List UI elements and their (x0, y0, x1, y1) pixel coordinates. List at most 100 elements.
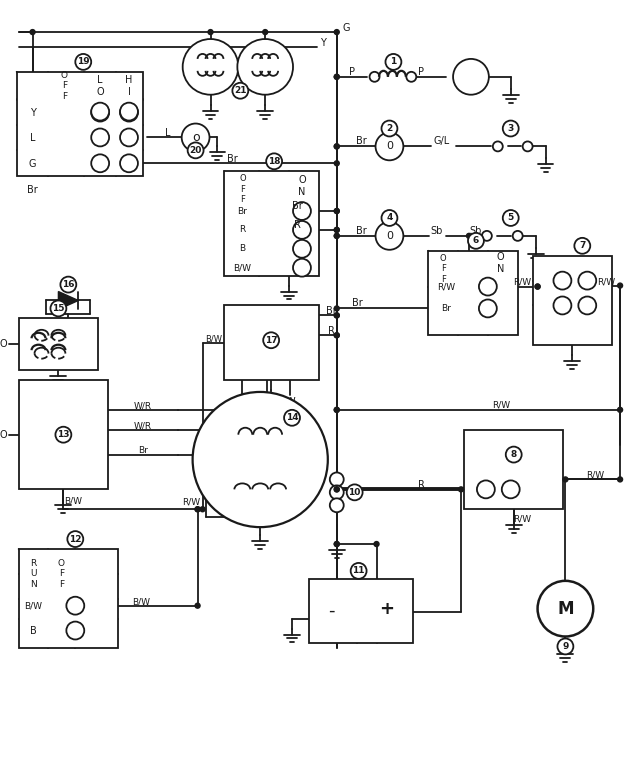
Text: Br: Br (138, 446, 148, 455)
Text: R: R (239, 226, 245, 234)
Text: B/W: B/W (205, 335, 222, 343)
Text: 3: 3 (508, 124, 514, 133)
Text: 17: 17 (265, 336, 278, 345)
Circle shape (553, 272, 571, 289)
Bar (18, 549, 118, 649)
Text: Y: Y (30, 108, 36, 118)
Text: L
O: L O (96, 75, 104, 96)
Text: R/W: R/W (586, 471, 604, 480)
Circle shape (374, 542, 379, 546)
Circle shape (538, 581, 593, 636)
Circle shape (503, 210, 519, 226)
Circle shape (91, 155, 109, 172)
Text: 21: 21 (234, 86, 247, 95)
Circle shape (557, 639, 573, 654)
Circle shape (284, 410, 300, 426)
Text: P: P (349, 67, 354, 76)
Circle shape (347, 484, 363, 500)
Text: Br: Br (327, 307, 337, 317)
Text: 8: 8 (510, 450, 517, 459)
Text: R: R (418, 480, 425, 490)
Circle shape (334, 74, 339, 80)
Circle shape (574, 238, 590, 254)
Circle shape (293, 221, 311, 239)
Circle shape (382, 121, 398, 136)
Circle shape (482, 231, 492, 241)
Text: 7: 7 (579, 241, 585, 250)
Circle shape (479, 299, 497, 317)
Circle shape (120, 155, 138, 172)
Circle shape (375, 222, 403, 250)
Text: Br: Br (356, 136, 367, 146)
Circle shape (406, 72, 417, 82)
Circle shape (237, 39, 293, 95)
Text: L: L (165, 129, 171, 138)
Text: Sb: Sb (470, 226, 482, 236)
Text: W: W (262, 397, 272, 407)
Text: O
F
F: O F F (239, 174, 245, 204)
Circle shape (535, 284, 540, 289)
Text: B/W: B/W (64, 496, 82, 506)
Circle shape (188, 142, 204, 158)
Circle shape (293, 202, 311, 220)
Circle shape (553, 297, 571, 314)
Circle shape (330, 485, 344, 500)
Polygon shape (58, 291, 78, 309)
Circle shape (67, 531, 83, 547)
Circle shape (334, 227, 339, 233)
Circle shape (334, 333, 339, 338)
Circle shape (334, 313, 339, 318)
Text: 14: 14 (286, 413, 299, 422)
Circle shape (120, 103, 138, 122)
Circle shape (51, 301, 67, 317)
Circle shape (266, 153, 282, 169)
Circle shape (385, 54, 401, 70)
Text: 9: 9 (562, 642, 569, 651)
Text: 15: 15 (52, 304, 65, 313)
Circle shape (233, 83, 249, 99)
Bar (18, 380, 108, 490)
Circle shape (458, 487, 463, 492)
Bar (428, 251, 518, 335)
Circle shape (578, 297, 596, 314)
Text: R: R (294, 220, 301, 230)
Text: Br: Br (356, 226, 367, 236)
Circle shape (334, 313, 339, 318)
Circle shape (193, 392, 328, 527)
Text: 11: 11 (353, 566, 365, 575)
Circle shape (334, 487, 339, 492)
Text: O: O (0, 430, 7, 440)
Text: G: G (343, 23, 350, 33)
Circle shape (618, 407, 623, 412)
Circle shape (513, 231, 522, 241)
Circle shape (334, 233, 339, 239)
Text: Y: Y (320, 38, 326, 48)
Text: 1: 1 (391, 57, 396, 67)
Text: W: W (238, 397, 247, 407)
Bar (18, 318, 98, 370)
Circle shape (334, 407, 339, 412)
Circle shape (503, 121, 519, 136)
Circle shape (618, 283, 623, 288)
Text: 16: 16 (62, 280, 75, 289)
Circle shape (467, 233, 472, 239)
Text: 4: 4 (386, 213, 392, 223)
Circle shape (334, 74, 339, 80)
Circle shape (334, 487, 339, 492)
Circle shape (263, 332, 279, 348)
Text: 13: 13 (57, 430, 70, 439)
Text: 10: 10 (349, 488, 361, 496)
Text: B/W: B/W (132, 597, 150, 606)
Circle shape (293, 240, 311, 258)
Circle shape (618, 477, 623, 482)
Circle shape (195, 603, 200, 608)
Circle shape (334, 144, 339, 149)
Text: 0: 0 (386, 231, 393, 241)
Bar (533, 256, 612, 345)
Text: Br: Br (352, 298, 363, 308)
Text: O: O (0, 339, 7, 350)
Text: B: B (30, 626, 37, 636)
Circle shape (506, 447, 522, 463)
Circle shape (67, 597, 84, 614)
Circle shape (375, 132, 403, 161)
